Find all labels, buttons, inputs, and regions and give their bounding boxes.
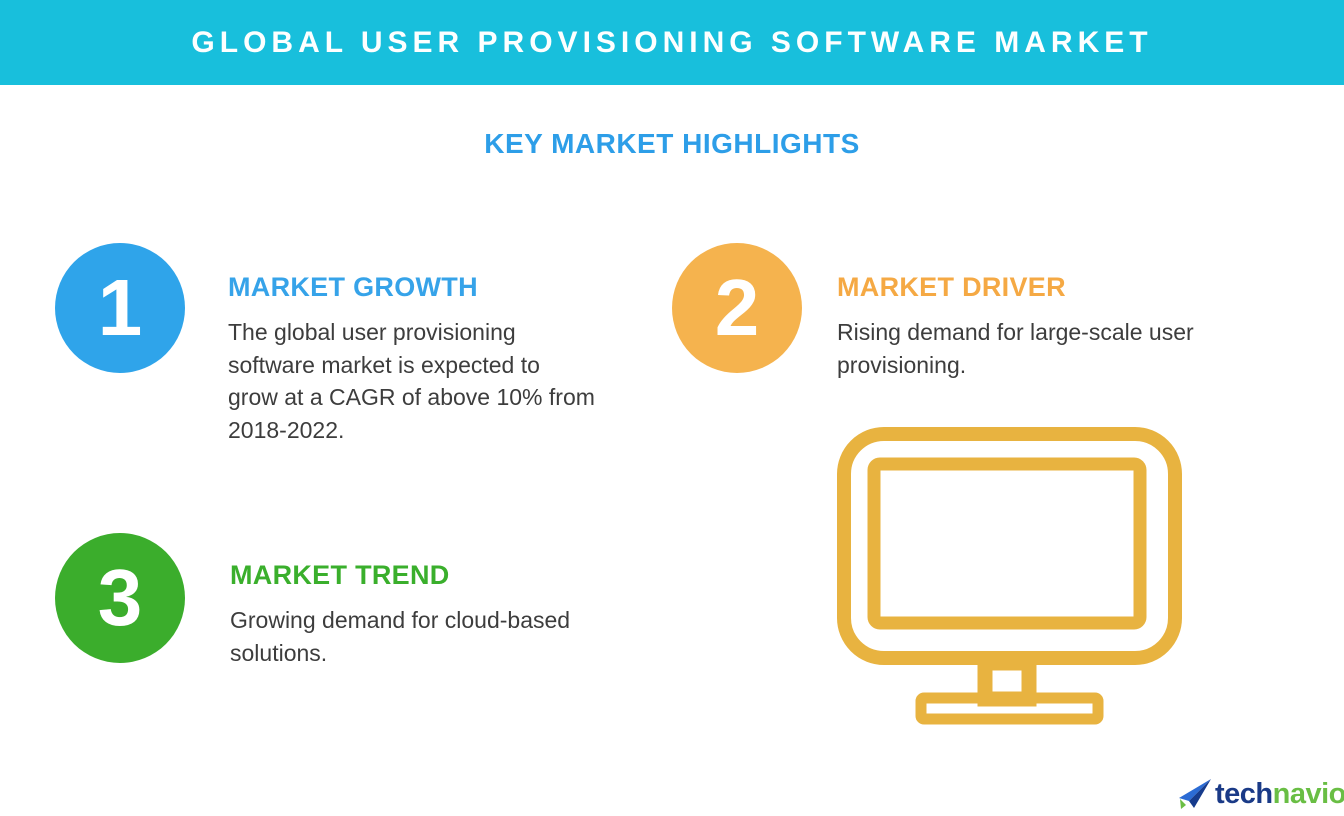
badge-number: 2 — [714, 263, 760, 352]
highlight-text: Rising demand for large-scale user provi… — [837, 319, 1194, 378]
badge-number: 3 — [97, 553, 143, 642]
page-title: GLOBAL USER PROVISIONING SOFTWARE MARKET — [191, 26, 1153, 59]
highlight-content: MARKET GROWTH The global user provisioni… — [228, 272, 648, 446]
title-banner: GLOBAL USER PROVISIONING SOFTWARE MARKET — [0, 0, 1344, 85]
logo-text-tech: tech — [1215, 777, 1273, 810]
highlight-content: MARKET DRIVER Rising demand for large-sc… — [837, 272, 1297, 381]
highlight-label: MARKET TREND — [230, 560, 450, 590]
logo-wordmark: technavio — [1215, 777, 1344, 810]
section-subtitle: KEY MARKET HIGHLIGHTS — [484, 128, 860, 159]
highlight-label: MARKET GROWTH — [228, 272, 478, 302]
monitor-icon — [830, 418, 1192, 748]
number-badge-2: 2 — [672, 243, 802, 373]
technavio-plane-icon — [1178, 778, 1212, 810]
logo-text-navio: navio — [1272, 777, 1344, 810]
badge-number: 1 — [97, 263, 143, 352]
highlight-content: MARKET TREND Growing demand for cloud-ba… — [230, 560, 650, 669]
highlight-text: The global user provisioning software ma… — [228, 319, 595, 443]
number-badge-1: 1 — [55, 243, 185, 373]
technavio-logo: technavio — [1178, 776, 1344, 812]
number-badge-3: 3 — [55, 533, 185, 663]
highlight-label: MARKET DRIVER — [837, 272, 1066, 302]
highlight-text: Growing demand for cloud-based solutions… — [230, 607, 571, 666]
